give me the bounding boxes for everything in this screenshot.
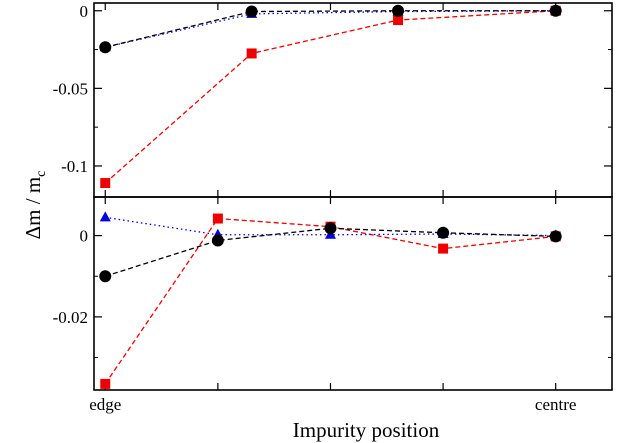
series-line-square-top — [104, 10, 556, 184]
y-axis-title: Δm / mc — [21, 171, 49, 240]
x-axis-title: Impurity position — [293, 418, 440, 442]
data-point-circle — [324, 222, 337, 235]
data-point-circle — [392, 4, 405, 17]
x-tick-label: centre — [535, 395, 577, 414]
data-point-square — [100, 378, 111, 389]
data-point-circle — [549, 230, 562, 243]
data-point-circle — [437, 226, 450, 239]
data-point-triangle — [99, 211, 111, 222]
data-point-circle — [245, 5, 258, 18]
data-point-circle — [211, 234, 224, 247]
data-point-square — [212, 213, 223, 224]
series-line-square-bottom — [104, 217, 556, 385]
data-point-circle — [99, 41, 112, 54]
data-point-square — [393, 15, 404, 26]
y-tick-label-bottom: -0.02 — [53, 308, 88, 327]
data-point-circle — [99, 270, 112, 283]
plot-frames — [93, 2, 613, 391]
data-point-circle — [549, 4, 562, 17]
panel-frame-bottom — [93, 196, 613, 391]
data-point-square — [438, 243, 449, 254]
y-tick-label-bottom: 0 — [80, 227, 89, 246]
series-line-triangle-top — [105, 10, 556, 48]
y-tick-label-top: 0 — [80, 2, 89, 21]
y-axis-title-main: Δm / m — [21, 177, 45, 240]
text-layer: Impurity position Δm / mc 0 -0.05 -0.1 0 -0.… — [21, 2, 576, 442]
data-point-square — [100, 178, 111, 189]
x-tick-label: edge — [89, 395, 121, 414]
series-line-circle-top — [105, 10, 556, 48]
data-point-square — [246, 48, 257, 59]
series-layer — [99, 4, 562, 389]
y-axis-title-subscript: c — [34, 171, 49, 177]
y-tick-label-top: -0.1 — [61, 157, 88, 176]
y-tick-label-top: -0.05 — [53, 79, 88, 98]
